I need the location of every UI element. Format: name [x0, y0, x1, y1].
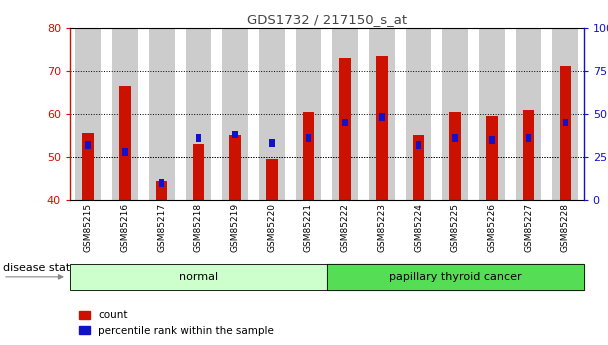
Bar [269, 139, 275, 147]
Bar [266, 159, 277, 200]
Bar [559, 66, 571, 200]
Text: papillary thyroid cancer: papillary thyroid cancer [389, 272, 522, 282]
Bar [232, 131, 238, 138]
Bar [75, 28, 101, 200]
Bar [376, 56, 388, 200]
Bar [449, 112, 461, 200]
Bar [229, 136, 241, 200]
Bar [122, 148, 128, 156]
Text: normal: normal [179, 272, 218, 282]
Bar [413, 136, 424, 200]
Bar [553, 28, 578, 200]
Bar [489, 136, 495, 144]
Bar [516, 28, 542, 200]
Bar [333, 28, 358, 200]
Bar [452, 134, 458, 142]
Bar [369, 28, 395, 200]
Bar [149, 28, 174, 200]
Bar [486, 116, 498, 200]
Bar [526, 134, 531, 142]
Bar [83, 133, 94, 200]
Bar [112, 28, 138, 200]
Text: disease state: disease state [3, 263, 77, 273]
Bar [562, 119, 568, 126]
Legend: count, percentile rank within the sample: count, percentile rank within the sample [75, 306, 278, 340]
Title: GDS1732 / 217150_s_at: GDS1732 / 217150_s_at [247, 13, 407, 27]
Bar [196, 134, 201, 142]
Bar [156, 181, 167, 200]
Bar [406, 28, 432, 200]
Bar [479, 28, 505, 200]
Bar [222, 28, 248, 200]
Bar [193, 144, 204, 200]
Bar [523, 110, 534, 200]
Bar [185, 28, 211, 200]
Bar [86, 141, 91, 149]
Bar [295, 28, 321, 200]
Bar [259, 28, 285, 200]
Bar [339, 58, 351, 200]
Bar [159, 179, 165, 187]
Bar [342, 119, 348, 126]
Bar [416, 141, 421, 149]
Bar [303, 112, 314, 200]
Bar [119, 86, 131, 200]
Bar [443, 28, 468, 200]
Bar [306, 134, 311, 142]
Bar [379, 114, 385, 121]
